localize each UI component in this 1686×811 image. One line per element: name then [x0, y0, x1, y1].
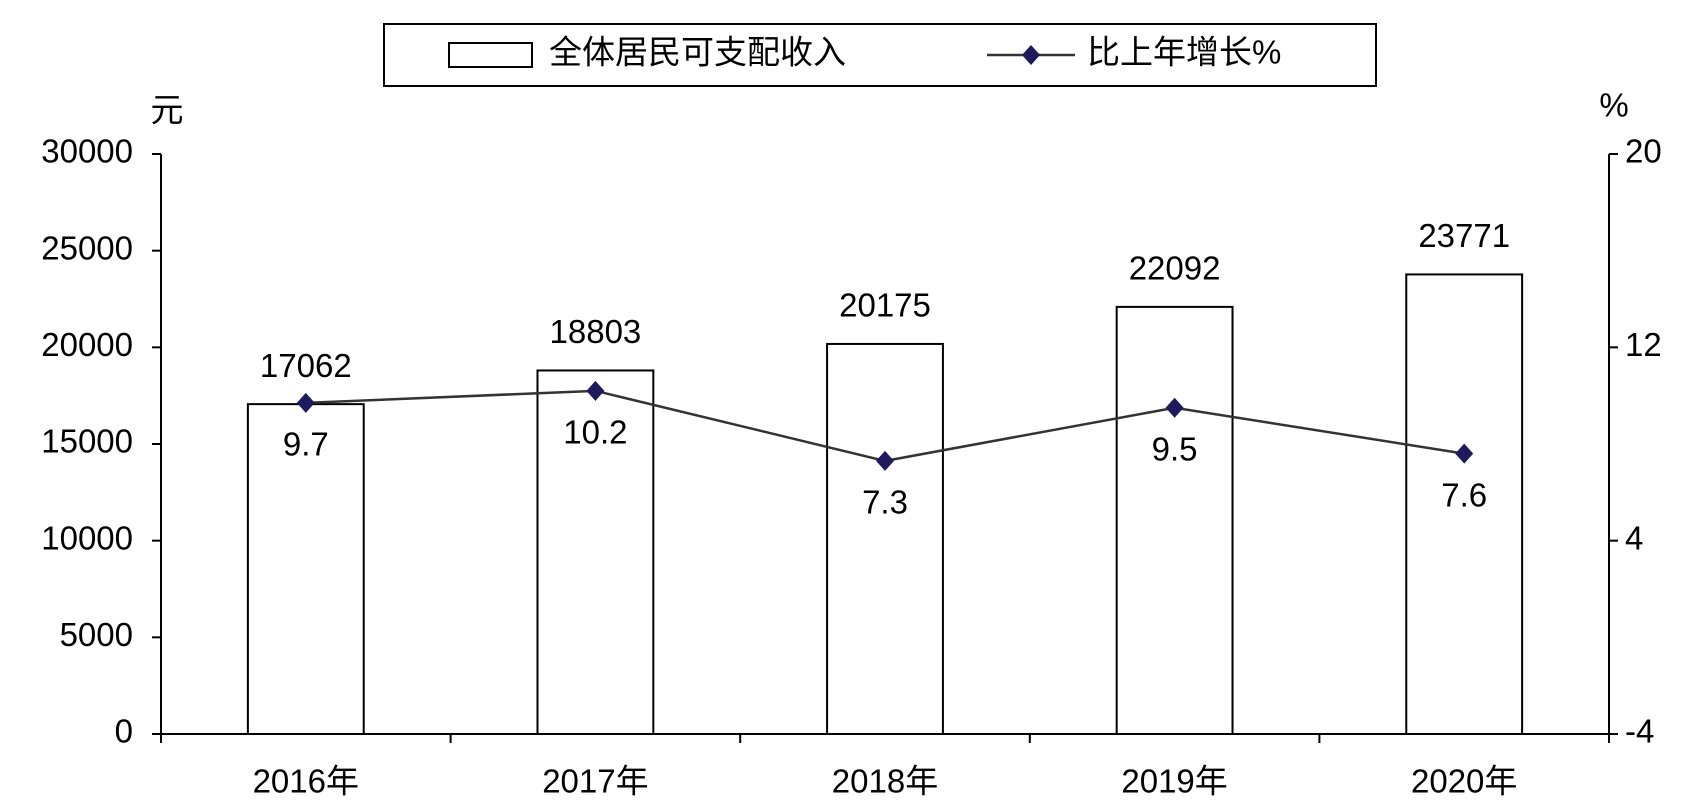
line-value-label: 7.6	[1441, 476, 1487, 513]
line-marker	[1165, 397, 1184, 418]
y-tick-label: 5000	[60, 616, 133, 653]
x-tick-label: 2017年	[542, 763, 648, 800]
line-value-label: 9.7	[283, 426, 329, 463]
line-marker	[876, 450, 894, 471]
line-value-label: 10.2	[563, 414, 627, 451]
y2-tick-label: 4	[1625, 519, 1643, 556]
legend-swatch	[448, 42, 533, 68]
x-tick-label: 2016年	[253, 763, 359, 800]
line-value-label: 9.5	[1152, 430, 1198, 467]
line-marker	[296, 392, 315, 413]
y-tick-label: 10000	[41, 519, 133, 556]
y-tick-label: 15000	[41, 423, 133, 460]
y-tick-label: 20000	[41, 326, 133, 363]
x-tick-label: 2018年	[832, 763, 938, 800]
y-tick-label: 0	[115, 713, 133, 750]
bar-value-label: 22092	[1129, 250, 1221, 287]
bar	[826, 342, 944, 735]
x-tick-label: 2020年	[1411, 763, 1517, 800]
y-axis-label: 元	[151, 92, 184, 129]
bar-value-label: 18803	[550, 313, 642, 350]
bar-value-label: 17062	[260, 347, 352, 384]
y-tick-label: 30000	[41, 133, 133, 170]
y2-tick-label: -4	[1625, 713, 1654, 750]
bar	[1405, 273, 1524, 735]
line-marker	[1455, 443, 1474, 464]
legend-box	[383, 23, 1377, 87]
bar	[1115, 305, 1234, 735]
legend-label: 全体居民可支配收入	[549, 34, 846, 71]
bar	[536, 369, 655, 735]
bar	[246, 403, 365, 735]
y2-tick-label: 20	[1625, 133, 1662, 170]
legend-label: 比上年增长%	[1087, 34, 1281, 71]
line-value-label: 7.3	[862, 484, 908, 521]
y2-axis-label: %	[1599, 87, 1628, 124]
y-tick-label: 25000	[41, 229, 133, 266]
bar-value-label: 20175	[839, 287, 931, 324]
legend-marker	[1022, 45, 1040, 65]
bar-value-label: 23771	[1418, 217, 1510, 254]
line-marker	[586, 380, 605, 401]
x-tick-label: 2019年	[1121, 763, 1227, 800]
y2-tick-label: 12	[1625, 326, 1662, 363]
